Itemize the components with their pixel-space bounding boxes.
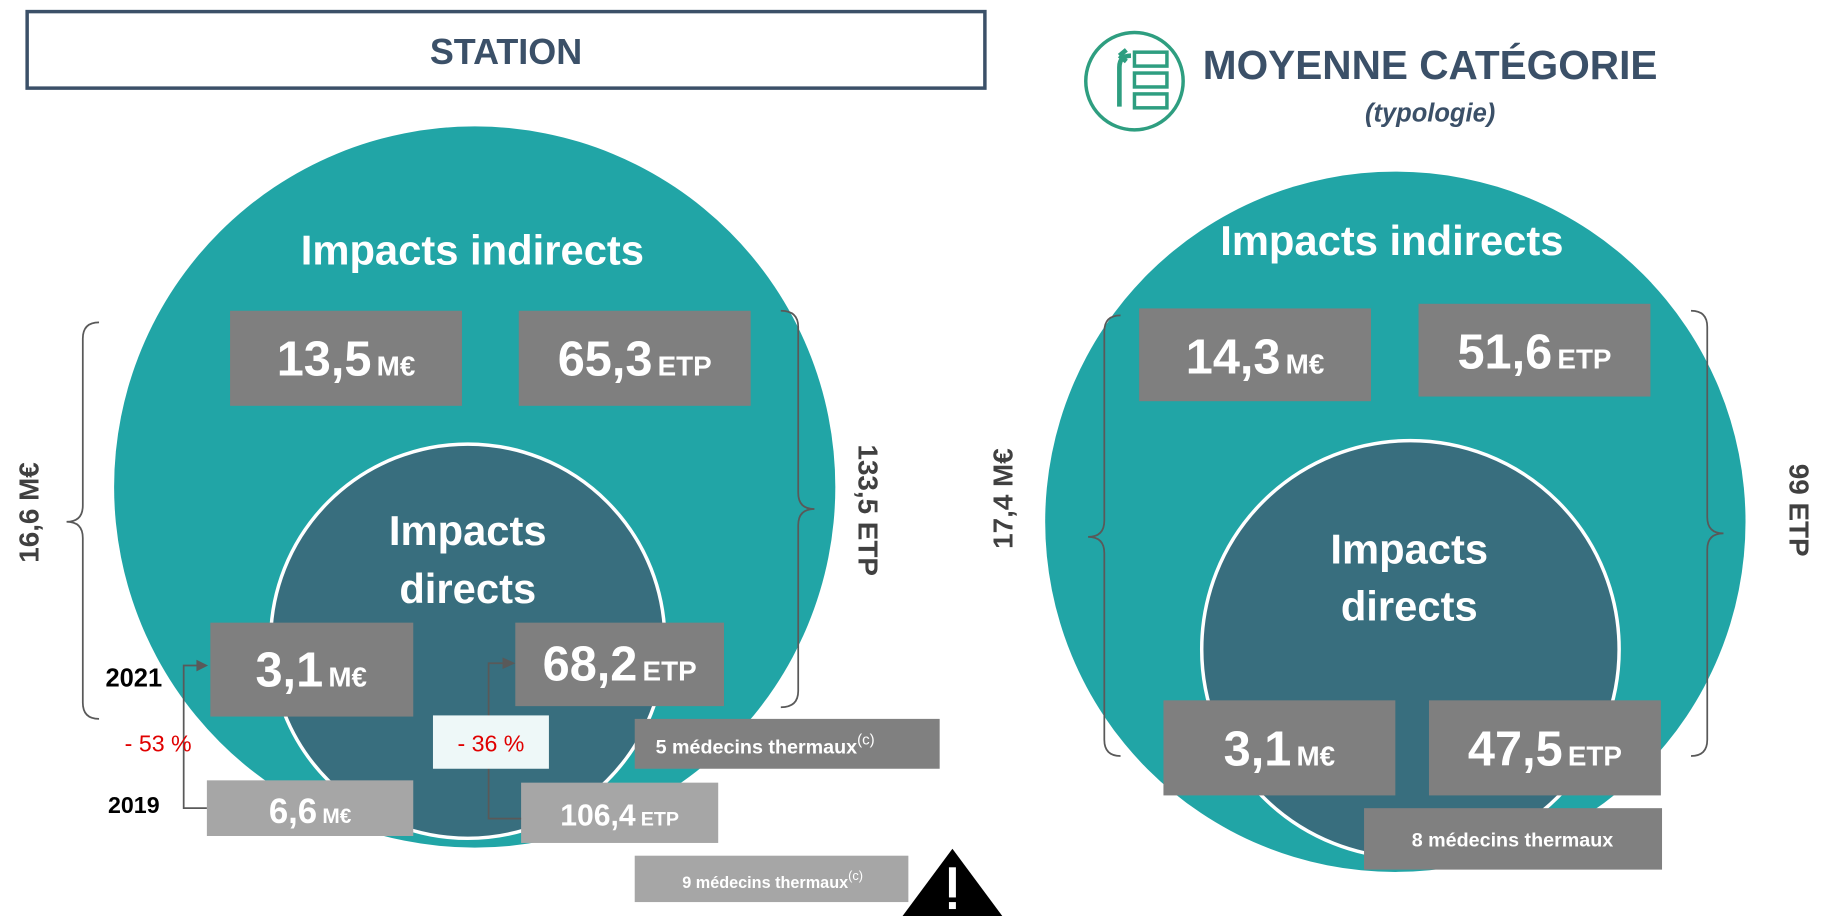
total: 133,5 ETP [853,444,884,575]
doctors-box [634,855,909,903]
number: 51,6 [1457,326,1552,380]
doctors: 5 médecins thermaux(c) [656,731,875,758]
note: (c) [857,731,875,748]
change: - 36 % [457,730,524,756]
unit: ETP [1557,344,1611,375]
value: 6,6 M€ [269,793,352,831]
value: 51,6 ETP [1457,326,1611,380]
value: 68,2 ETP [543,638,697,692]
arrow [196,659,209,672]
unit: ETP [1568,740,1622,771]
value-box [206,780,414,836]
doctors-text: 9 médecins thermaux [682,874,848,892]
value: 3,1 M€ [255,643,366,697]
doctors: 9 médecins thermaux(c) [682,868,863,892]
indirect-label: Impacts indirects [301,226,644,273]
doctors-text: 5 médecins thermaux [656,737,858,759]
indirect-label: Impacts indirects [1220,217,1563,264]
value-box [210,622,414,717]
brace [66,321,100,720]
value: 47,5 ETP [1468,722,1622,776]
direct-label: Impacts [389,507,547,554]
number: 3,1 [1224,722,1292,776]
unit: M€ [322,805,351,828]
number: 68,2 [543,638,638,692]
value: 13,5 M€ [277,333,416,387]
connector [182,664,207,810]
number: 6,6 [269,793,317,831]
warning-mark [948,867,956,898]
warning-mark [948,902,956,910]
number: 65,3 [558,333,653,387]
icon-arrow [1117,48,1132,107]
total: 17,4 M€ [988,448,1019,549]
value: 106,4 ETP [560,800,679,833]
direct-label: directs [399,565,536,612]
value-box [1418,303,1651,397]
year: 2021 [105,664,162,692]
station-header [25,9,987,90]
value: 65,3 ETP [558,333,712,387]
icon-bar [1132,71,1169,89]
unit: M€ [1286,348,1325,379]
note: (c) [848,868,863,883]
unit: ETP [643,656,697,687]
unit: ETP [641,809,679,831]
unit: M€ [377,351,416,382]
total: 99 ETP [1784,464,1815,557]
number: 47,5 [1468,722,1563,776]
value: 14,3 M€ [1186,330,1325,384]
number: 13,5 [277,333,372,387]
value-box [1139,308,1371,402]
unit: M€ [1297,740,1336,771]
brace [1690,309,1724,757]
value-box [521,782,719,843]
unit: ETP [658,351,712,382]
station-title: STATION [430,31,582,72]
icon-bar [1132,50,1169,68]
value-box [230,310,462,406]
direct-label: Impacts [1330,526,1488,573]
value-box [518,310,751,406]
brace [780,309,815,709]
arrow [502,657,516,670]
value-box [1428,700,1661,796]
doctors: 8 médecins thermaux [1412,829,1614,851]
direct-label: directs [1341,582,1478,629]
change: - 53 % [125,730,192,756]
number: 3,1 [255,643,323,697]
icon-bar [1132,92,1169,110]
value: 3,1 M€ [1224,722,1335,776]
total: 16,6 M€ [14,462,45,563]
year: 2019 [108,792,160,818]
number: 14,3 [1186,330,1281,384]
unit: M€ [328,661,367,692]
doctors-box [634,718,940,769]
category-subtitle: (typologie) [1365,100,1495,128]
change-box [432,715,549,769]
value-box [515,622,725,707]
doctors-box [1364,808,1663,870]
value-box [1163,700,1396,796]
category-title: MOYENNE CATÉGORIE [1203,42,1658,88]
number: 106,4 [560,800,636,833]
